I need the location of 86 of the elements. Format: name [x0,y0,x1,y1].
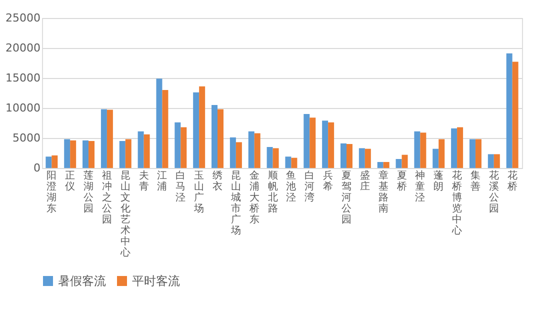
x-tick-label: 白马泾 [176,170,186,204]
x-tick-label: 鱼池泾 [286,170,296,204]
bar [304,114,310,168]
x-tick-label: 江浦 [157,170,168,192]
y-tick-label: 25000 [6,12,40,24]
bar [64,139,70,168]
bar [88,141,95,168]
bar [119,141,126,168]
bar [346,144,352,168]
bar [328,122,334,168]
bar [396,159,402,168]
x-tick-label: 盛庄 [360,170,370,192]
x-tick-label: 花桥博览中心 [451,170,462,236]
legend-label: 平时客流 [132,274,180,288]
x-tick-label: 花桥 [506,170,518,192]
x-tick-label: 白河湾 [304,170,315,204]
bar [402,154,408,168]
bar [82,140,89,168]
bar [358,148,365,168]
bar [310,118,316,168]
x-tick-label: 集善 [470,170,480,192]
bar [218,109,224,168]
bar [506,53,512,168]
bar [174,122,181,168]
x-tick-label: 绣衣 [212,170,223,192]
bar [414,131,420,168]
bar [469,139,476,168]
bar [125,139,132,168]
x-tick-label: 昆山文化艺术中心 [119,170,130,258]
bar [420,132,426,168]
bar [138,131,144,168]
bar [199,86,206,168]
bar [46,156,52,168]
bar [266,147,273,168]
x-tick-label: 莲湖公园 [84,170,94,214]
y-tick-label: 5000 [12,132,40,144]
x-tick-label: 夏桥 [396,170,407,192]
bar [364,148,371,168]
bar [180,127,187,168]
bar [248,131,254,168]
bar [475,139,482,168]
y-tick-label: 20000 [6,42,40,54]
bar [291,158,298,168]
y-tick-label: 10000 [6,102,40,114]
x-tick-label: 阳澄湖东 [46,170,57,214]
y-tick-label: 0 [34,162,40,174]
x-tick-label: 夫青 [138,170,149,192]
bar [193,92,200,168]
bar [438,139,445,168]
x-tick-label: 顺帆北路 [268,170,278,214]
bar [106,110,113,168]
bar [254,133,260,168]
bar [340,143,346,168]
x-tick-label: 昆山城市广场 [230,170,241,236]
bar [488,154,494,168]
bar [212,105,218,168]
bar [230,137,236,168]
x-tick-label: 兵希 [323,170,334,192]
bar [451,128,458,168]
bar [285,156,292,168]
y-tick-label: 15000 [6,72,40,84]
bar [432,148,439,168]
bar [322,120,328,168]
x-tick-label: 夏驾河公园 [341,170,352,226]
x-tick-label: 玉山广场 [193,170,204,214]
bar [512,62,518,168]
legend-label: 暑假客流 [58,274,106,288]
x-tick-label: 正仪 [65,170,76,192]
bar [383,162,390,168]
x-tick-label: 花溪公园 [488,170,499,214]
x-tick-label: 神童泾 [415,170,426,204]
x-tick-label: 祖冲之公园 [102,170,112,226]
bar [272,148,279,168]
x-tick-label: 章基路南 [378,170,388,214]
bar [156,78,162,168]
bar [457,127,464,168]
x-tick-label: 金浦大桥东 [248,170,260,226]
bar [162,90,168,168]
bar [52,155,58,168]
x-tick-label: 蓬朗 [434,170,444,192]
bar [70,140,76,168]
bar [377,162,384,168]
bar [144,134,150,168]
bar [236,142,242,168]
bar [494,154,500,168]
bar [100,109,107,168]
